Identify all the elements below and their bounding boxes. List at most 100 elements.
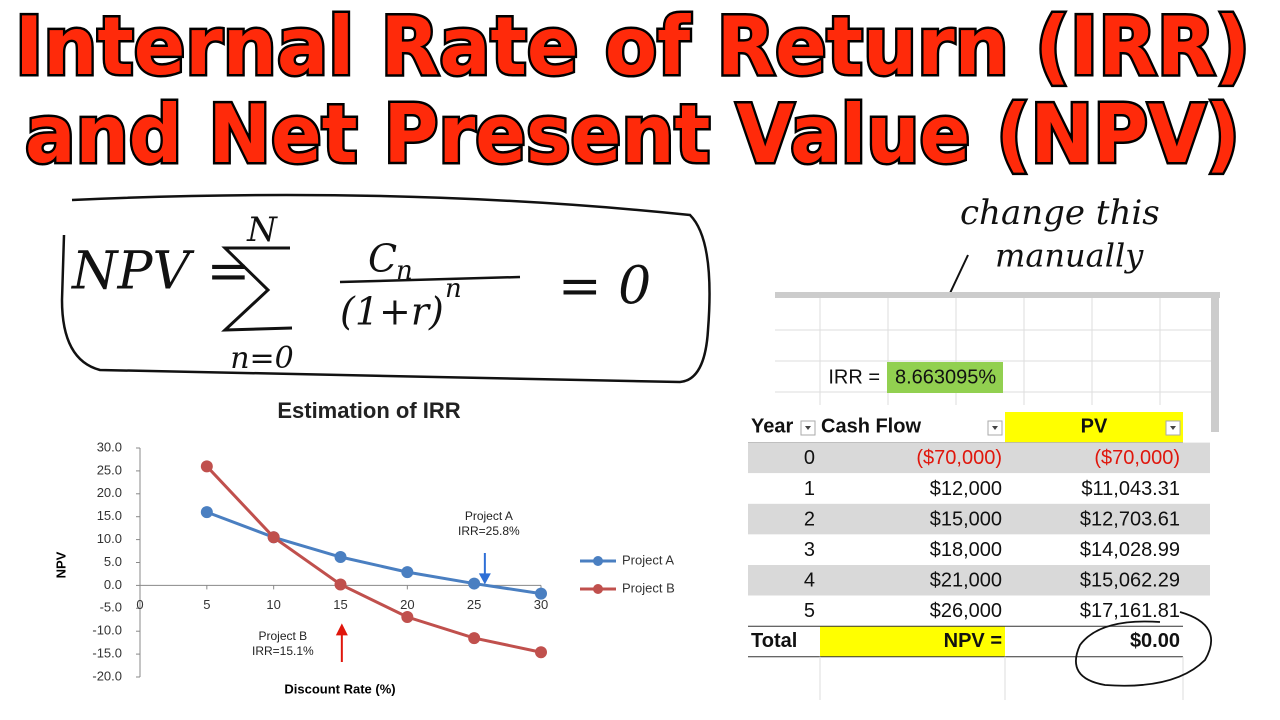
irr-label: IRR = xyxy=(828,366,880,388)
total-cell: NPV = xyxy=(944,630,1002,652)
total-cell: Total xyxy=(751,630,797,652)
table-cell: $17,161.81 xyxy=(1080,600,1180,622)
table-cell: $14,028.99 xyxy=(1080,539,1180,561)
spreadsheet: IRR = 8.663095% Year Cash Flow PV 0 ($70,000) (… xyxy=(748,292,1220,700)
row-bg xyxy=(748,503,1210,535)
title-line: Internal Rate of Return (IRR) xyxy=(15,0,1250,93)
table-cell: $18,000 xyxy=(930,539,1002,561)
y-tick-label: -15.0 xyxy=(92,646,122,661)
annotation-text: IRR=15.1% xyxy=(252,644,314,658)
x-tick-label: 15 xyxy=(333,597,347,612)
series-marker xyxy=(200,506,213,519)
irr-value: 8.663095% xyxy=(895,366,996,388)
y-tick-label: 30.0 xyxy=(97,439,122,454)
table-cell: ($70,000) xyxy=(916,447,1002,469)
y-tick-label: 25.0 xyxy=(97,462,122,477)
row-bg xyxy=(748,565,1210,596)
x-tick-label: 10 xyxy=(266,597,280,612)
title-line: and Net Present Value (NPV) xyxy=(25,88,1240,181)
irr-cell xyxy=(887,362,1003,393)
formula-denominator: (1+r) xyxy=(340,290,444,334)
formula-lhs: NPV = xyxy=(70,242,250,302)
formula-outline xyxy=(60,193,711,384)
series-marker xyxy=(267,531,280,544)
legend-marker xyxy=(593,584,603,594)
x-tick-label: 25 xyxy=(467,597,481,612)
table-cell: $15,062.29 xyxy=(1080,570,1180,592)
y-tick-label: 0.0 xyxy=(104,577,122,592)
series-marker xyxy=(200,460,213,473)
y-tick-label: 10.0 xyxy=(97,531,122,546)
series-marker xyxy=(468,577,481,590)
table-cell: 0 xyxy=(804,447,815,469)
row-bg xyxy=(748,473,1210,504)
arrow-head xyxy=(478,573,491,585)
fraction-bar xyxy=(339,275,521,284)
y-tick-label: 5.0 xyxy=(104,554,122,569)
table-cell: $11,043.31 xyxy=(1081,478,1180,500)
filter-arrow xyxy=(1170,426,1176,430)
annotation-text: Project B xyxy=(258,629,307,643)
x-tick-label: 5 xyxy=(203,597,210,612)
hand-circle xyxy=(1075,611,1213,687)
table-cell: $12,000 xyxy=(930,478,1002,500)
sheet-border xyxy=(775,292,1220,298)
table-header: PV xyxy=(1081,416,1108,438)
note-line: manually xyxy=(995,237,1144,275)
series-marker xyxy=(535,646,547,659)
table-cell: 3 xyxy=(804,539,815,561)
table-cell: 5 xyxy=(804,600,815,622)
formula-numerator: C xyxy=(368,237,397,281)
header-pv-bg xyxy=(1005,412,1183,443)
y-tick-label: -5.0 xyxy=(100,600,122,615)
formula-upper: N xyxy=(246,210,278,250)
table-cell: ($70,000) xyxy=(1094,447,1180,469)
x-tick-label: 0 xyxy=(136,597,143,612)
table-cell: 4 xyxy=(804,570,815,592)
x-tick-label: 30 xyxy=(534,597,548,612)
table-header: Year xyxy=(751,416,793,438)
note-line: change this xyxy=(960,193,1160,233)
annotation-text: Project A xyxy=(465,509,513,523)
legend-label: Project A xyxy=(622,552,674,567)
x-axis-label: Discount Rate (%) xyxy=(284,681,395,696)
table-cell: $15,000 xyxy=(930,508,1002,530)
formula-exponent: n xyxy=(445,274,462,304)
chart-title: Estimation of IRR xyxy=(277,398,460,423)
row-bg xyxy=(748,442,1210,474)
chart: Estimation of IRR -20.0 -15.0 -10.0 -5.0 0.0 5… xyxy=(53,398,674,697)
y-tick-label: -10.0 xyxy=(92,623,122,638)
filter-arrow xyxy=(805,426,811,430)
y-tick-label: -20.0 xyxy=(92,668,122,683)
series-marker xyxy=(401,566,414,579)
table-cell: 2 xyxy=(804,508,815,530)
sheet-border xyxy=(1211,292,1219,432)
series-marker xyxy=(468,632,481,645)
y-tick-label: 15.0 xyxy=(97,508,122,523)
legend-label: Project B xyxy=(622,580,675,595)
table-cell: $26,000 xyxy=(930,600,1002,622)
sigma xyxy=(221,246,293,332)
series-marker xyxy=(334,551,347,564)
x-tick-label: 20 xyxy=(400,597,414,612)
filter-arrow xyxy=(992,426,998,430)
formula-panel xyxy=(50,185,720,395)
y-axis-label: NPV xyxy=(53,551,68,578)
total-yellow xyxy=(820,626,1005,657)
series-marker xyxy=(334,578,347,591)
formula-rhs: = 0 xyxy=(558,257,651,317)
table-cell: 1 xyxy=(804,478,815,500)
series-line xyxy=(205,465,542,654)
legend-marker xyxy=(593,556,603,566)
annotation-text: IRR=25.8% xyxy=(458,524,520,538)
total-cell: $0.00 xyxy=(1130,630,1180,652)
formula-lower: n=0 xyxy=(230,341,294,376)
series-marker xyxy=(535,587,547,600)
series-line xyxy=(206,510,542,596)
y-tick-label: 20.0 xyxy=(97,485,122,500)
formula-numerator-sub: n xyxy=(396,256,413,286)
table-cell: $12,703.61 xyxy=(1080,508,1180,530)
arrow-head xyxy=(335,623,348,636)
